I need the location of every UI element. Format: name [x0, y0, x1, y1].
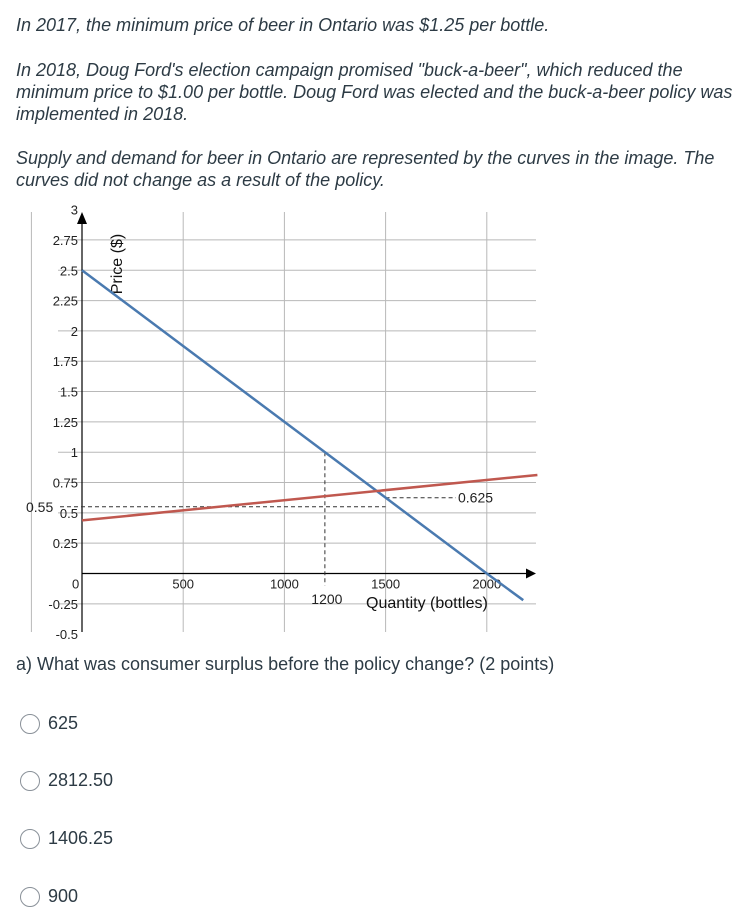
y-tick-label: 1.25 — [53, 415, 78, 430]
demand-curve — [81, 269, 488, 575]
intro-paragraph-1: In 2017, the minimum price of beer in On… — [16, 15, 550, 35]
answer-option-4[interactable]: 900 — [20, 886, 78, 907]
intro-paragraph-3: Supply and demand for beer in Ontario ar… — [16, 148, 715, 190]
y-tick-label: 0.25 — [53, 536, 78, 551]
y-tick-label: 2.75 — [53, 233, 78, 248]
annotation-0.55: 0.55 — [26, 499, 53, 515]
answer-option-label: 625 — [48, 713, 79, 733]
y-axis-arrow — [77, 212, 87, 224]
y-tick-label: 2.25 — [53, 294, 78, 309]
y-tick-label: 1.5 — [60, 385, 78, 400]
y-tick-label: 1 — [71, 445, 78, 460]
supply-curve — [81, 473, 538, 522]
x-axis-label: Quantity (bottles) — [366, 595, 488, 612]
supply-demand-chart: 3 2.75 2.5 2.25 2 1.75 1.5 1.25 1 0.75 0.5 0.25 -0.2… — [26, 203, 538, 640]
answer-option-label: 1406.25 — [48, 828, 114, 848]
y-tick-label: -0.25 — [48, 597, 78, 612]
x-tick-label: 2000 — [472, 577, 501, 592]
annotation-0.625: 0.625 — [458, 490, 493, 506]
x-tick-label: 500 — [172, 577, 194, 592]
y-axis-label: Price ($) — [109, 234, 126, 294]
answer-option-2[interactable]: 2812.50 — [20, 770, 113, 791]
y-tick-label: 1.75 — [53, 354, 78, 369]
answer-option-label: 900 — [48, 886, 79, 906]
answer-option-3[interactable]: 1406.25 — [20, 828, 113, 849]
answer-option-1[interactable]: 625 — [20, 713, 78, 734]
y-tick-label: 2 — [71, 324, 78, 339]
x-tick-label: 1000 — [270, 577, 299, 592]
answer-option-label: 2812.50 — [48, 770, 114, 790]
y-tick-label: 0.5 — [60, 506, 78, 521]
y-tick-label: 2.5 — [60, 263, 78, 278]
radio-button[interactable] — [20, 770, 40, 791]
radio-button[interactable] — [20, 828, 40, 849]
x-axis-arrow — [526, 568, 536, 579]
demand-curve-extension — [486, 572, 524, 602]
radio-button[interactable] — [20, 886, 40, 907]
x-tick-label: 1500 — [371, 577, 400, 592]
annotation-1200: 1200 — [311, 591, 342, 607]
y-tick-label: -0.5 — [56, 627, 78, 640]
x-origin-label: 0 — [72, 577, 79, 592]
question-text: a) What was consumer surplus before the … — [16, 654, 555, 674]
y-tick-label: 0.75 — [53, 476, 78, 491]
radio-button[interactable] — [20, 713, 40, 734]
y-tick-label: 3 — [71, 203, 78, 218]
intro-paragraph-2: In 2018, Doug Ford's election campaign p… — [16, 60, 733, 124]
